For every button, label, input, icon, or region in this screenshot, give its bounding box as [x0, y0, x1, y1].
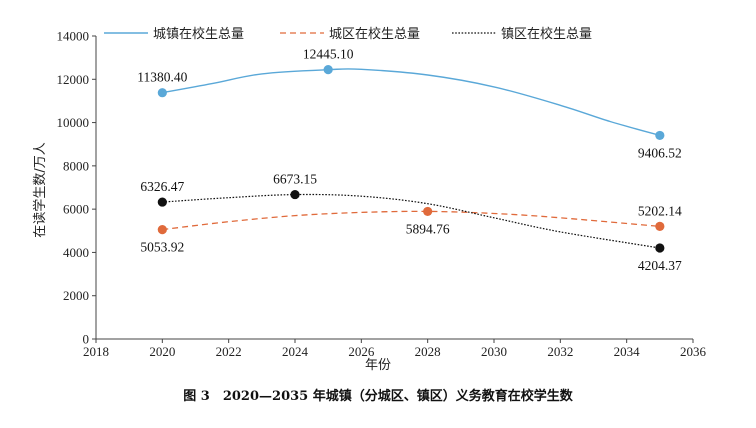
data-point [655, 243, 665, 253]
data-point [290, 189, 300, 200]
data-point [157, 225, 167, 235]
series-3: 6326.47 6673.15 4204.37 [140, 172, 682, 273]
series-line [162, 68, 660, 137]
data-point [655, 130, 665, 141]
x-tick-label: 2018 [83, 344, 109, 359]
axes: 0 2000 4000 6000 8000 10000 12000 14000 2018 2020… [57, 29, 707, 360]
data-point [423, 206, 433, 217]
y-tick-label: 10000 [57, 115, 90, 130]
data-point [323, 65, 333, 75]
data-label: 5894.76 [406, 221, 450, 236]
series-line [162, 210, 660, 231]
x-tick-label: 2026 [348, 344, 375, 359]
x-tick-label: 2034 [614, 344, 641, 359]
data-point [157, 197, 167, 207]
y-tick-label: 12000 [57, 72, 90, 87]
series-1: 11380.40 12445.10 9406.52 [137, 47, 682, 161]
data-label: 12445.10 [303, 47, 354, 62]
figure-caption: 图 3 2020—2035 年城镇（分城区、镇区）义务教育在校学生数 [183, 388, 573, 404]
data-label: 6326.47 [140, 179, 184, 194]
x-tick-label: 2032 [547, 344, 573, 359]
data-point [655, 221, 665, 232]
legend-label: 城镇在校生总量 [153, 26, 244, 42]
x-tick-label: 2036 [680, 344, 707, 359]
legend-label: 镇区在校生总量 [501, 26, 592, 42]
series-line [162, 193, 660, 249]
data-label: 6673.15 [273, 172, 317, 187]
data-label: 9406.52 [638, 145, 682, 160]
data-label: 5053.92 [140, 240, 184, 255]
x-tick-label: 2022 [216, 344, 242, 359]
series-2: 5053.92 5894.76 5202.14 [140, 203, 682, 254]
x-axis-title: 年份 [365, 358, 391, 373]
series-layer: 11380.40 12445.10 9406.52 5053.92 5894.76 520… [137, 47, 682, 273]
legend-label: 城区在校生总量 [329, 26, 420, 42]
x-tick-label: 2024 [282, 344, 309, 359]
y-tick-label: 4000 [63, 245, 89, 260]
data-label: 5202.14 [638, 203, 682, 218]
x-tick-label: 2028 [415, 344, 441, 359]
data-label: 4204.37 [638, 258, 682, 273]
y-tick-label: 8000 [63, 158, 89, 173]
y-tick-label: 2000 [63, 288, 89, 303]
data-point [157, 88, 167, 98]
y-axis-title: 在读学生数/万人 [32, 142, 48, 237]
y-tick-label: 6000 [63, 202, 89, 217]
legend: 城镇在校生总量 城区在校生总量 镇区在校生总量 [104, 26, 592, 42]
y-tick-label: 0 [83, 332, 90, 347]
x-tick-label: 2030 [481, 344, 507, 359]
data-label: 11380.40 [137, 70, 187, 85]
x-tick-label: 2020 [149, 344, 175, 359]
y-tick-label: 14000 [57, 29, 90, 44]
